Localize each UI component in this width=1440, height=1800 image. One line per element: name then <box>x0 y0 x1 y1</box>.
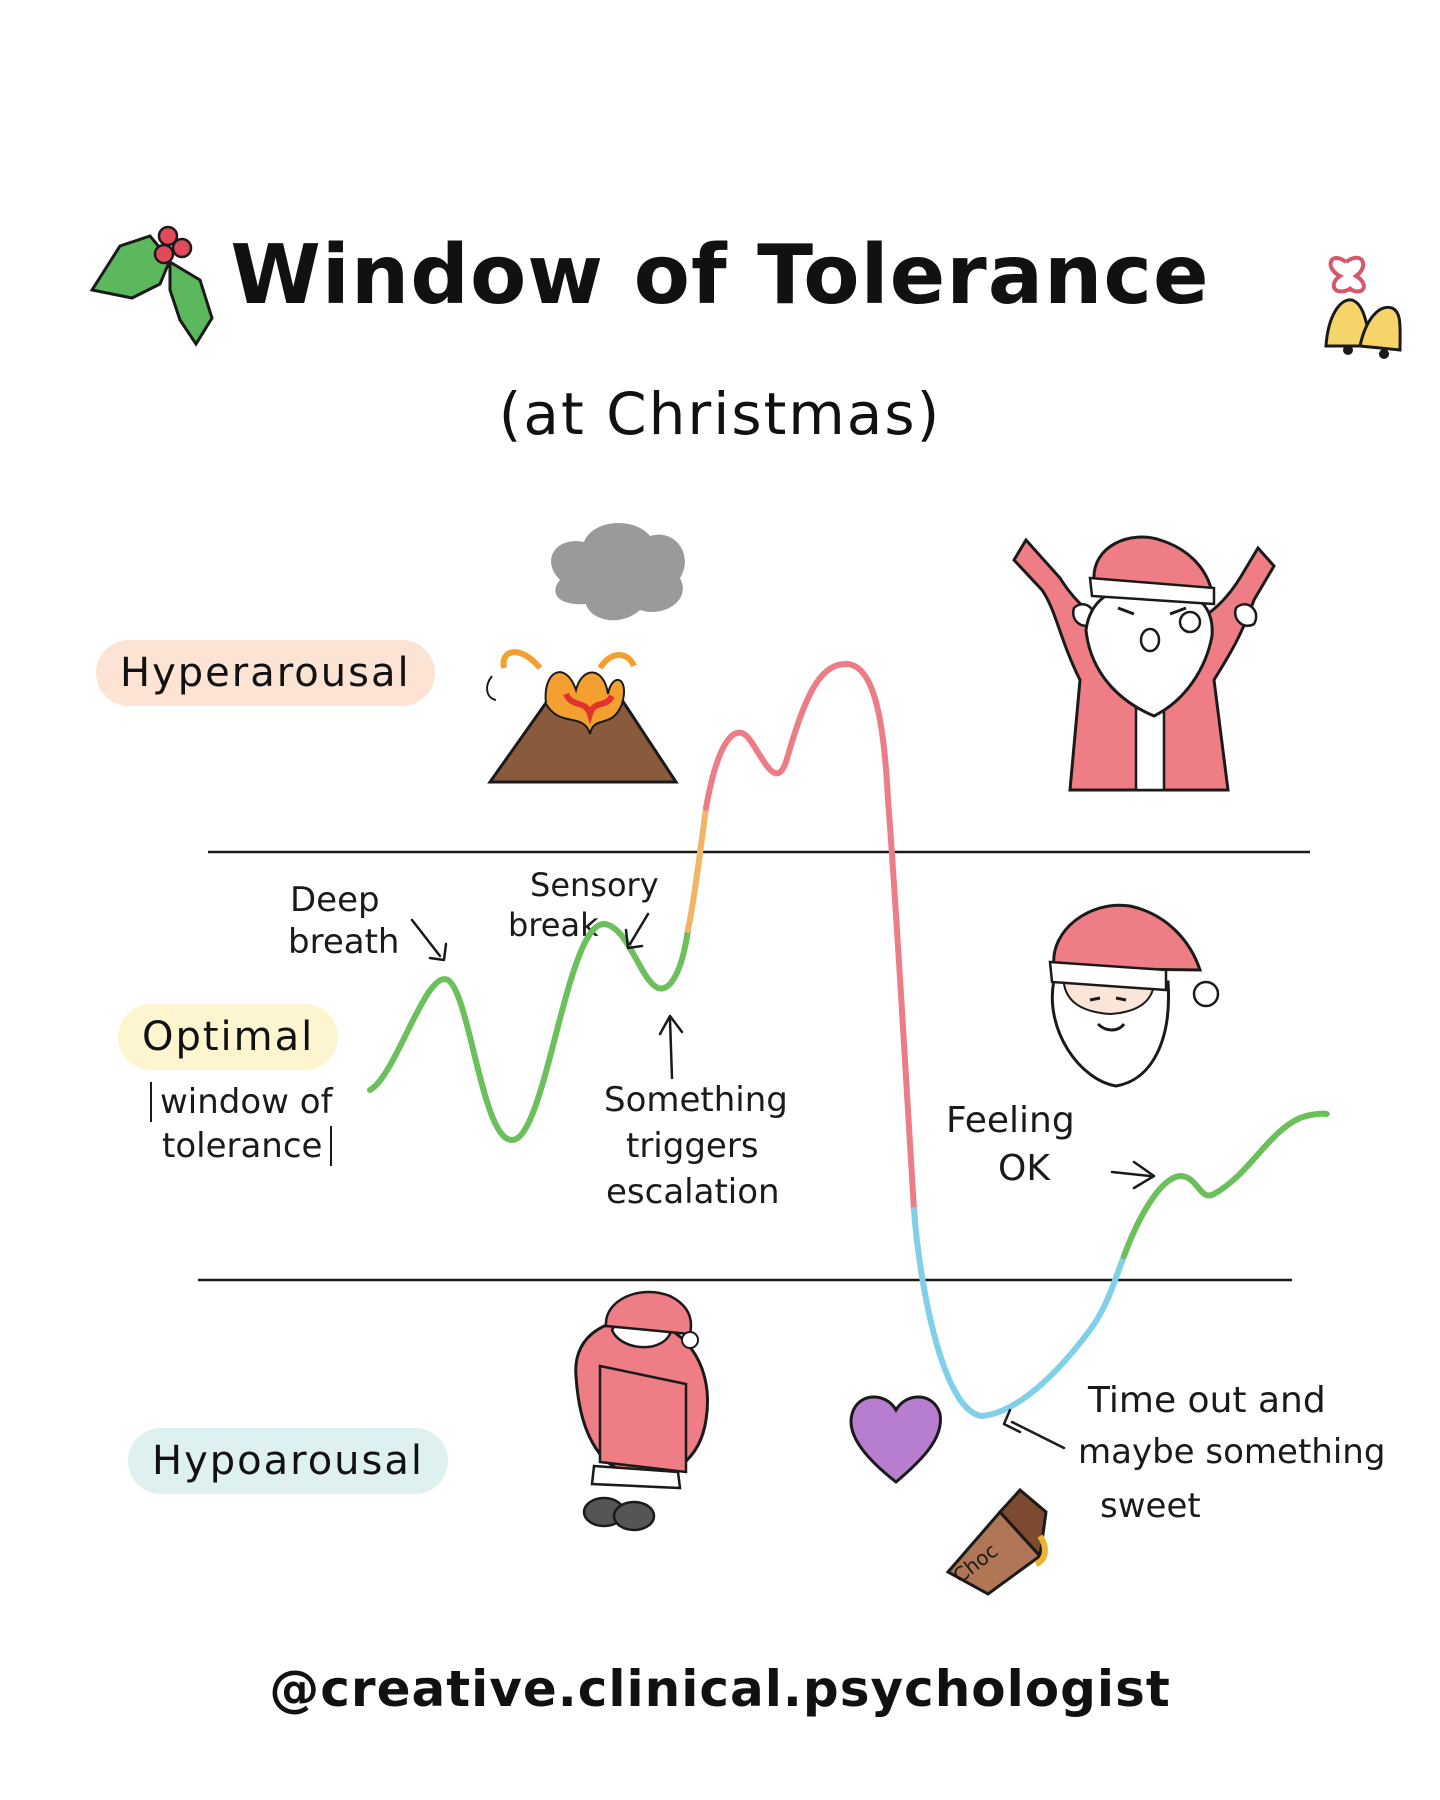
page-subtitle: (at Christmas) <box>498 380 942 448</box>
sensory-break-line1: Sensory <box>530 866 659 904</box>
timeout-arrow <box>1002 1408 1066 1450</box>
arousal-curve <box>367 661 1330 1419</box>
hyperarousal-label: Hyperarousal <box>96 640 435 706</box>
bells-icon <box>1324 255 1402 359</box>
optimal-note-line2: tolerance <box>162 1126 333 1166</box>
optimal-note-line1: window of <box>150 1082 333 1122</box>
timeout-line1: Time out and <box>1088 1380 1326 1421</box>
volcano-icon <box>486 523 685 784</box>
curve-segment-escalation <box>685 805 709 933</box>
feeling-ok-line1: Feeling <box>946 1100 1075 1141</box>
heart-icon <box>849 1395 942 1484</box>
curled-santa-icon <box>574 1290 709 1532</box>
chocolate-icon <box>945 1487 1048 1596</box>
calm-santa-icon <box>1048 903 1220 1088</box>
feeling-ok-arrow <box>1110 1160 1156 1190</box>
timeout-line3: sweet <box>1100 1486 1201 1526</box>
author-credit: @creative.clinical.psychologist <box>269 1660 1171 1718</box>
holly-icon <box>89 225 214 347</box>
trigger-line2: triggers <box>626 1126 759 1166</box>
hypoarousal-label: Hypoarousal <box>128 1428 448 1494</box>
timeout-line2: maybe something <box>1078 1432 1386 1472</box>
curve-segment-hypoarousal <box>911 1207 1127 1419</box>
sensory-break-arrow <box>624 912 650 950</box>
curve-segment-optimal-start <box>367 921 691 1143</box>
sensory-break-line2: break <box>508 906 599 944</box>
curve-segment-hyperarousal <box>703 661 917 1213</box>
trigger-line3: escalation <box>606 1172 780 1212</box>
deep-breath-line1: Deep <box>290 880 380 920</box>
deep-breath-line2: breath <box>288 922 400 962</box>
angry-santa-icon <box>1012 535 1276 792</box>
curve-segment-recovery <box>1121 1110 1330 1259</box>
optimal-label: Optimal <box>118 1004 339 1070</box>
feeling-ok-line2: OK <box>998 1148 1050 1189</box>
trigger-line1: Something <box>604 1080 788 1120</box>
trigger-arrow <box>658 1014 684 1080</box>
deep-breath-arrow <box>410 918 448 962</box>
page-title: Window of Tolerance <box>230 228 1210 323</box>
